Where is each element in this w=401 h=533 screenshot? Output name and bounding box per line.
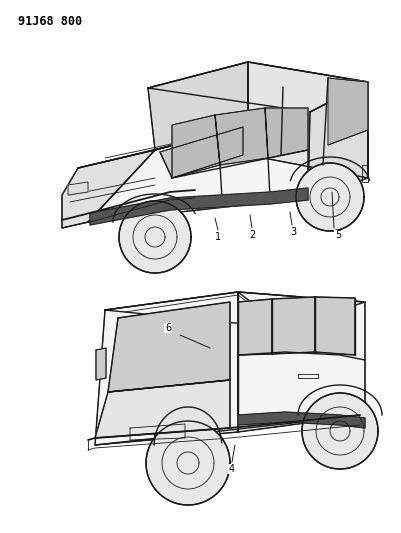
Polygon shape [265, 108, 308, 158]
Polygon shape [108, 302, 230, 392]
Text: 2: 2 [249, 230, 255, 240]
Polygon shape [88, 112, 308, 222]
Polygon shape [272, 297, 315, 354]
Polygon shape [308, 82, 368, 198]
Polygon shape [328, 78, 368, 145]
Polygon shape [238, 299, 272, 355]
Polygon shape [248, 62, 368, 178]
Polygon shape [95, 380, 230, 438]
Text: 6: 6 [165, 323, 171, 333]
Text: 5: 5 [335, 230, 341, 240]
Polygon shape [90, 188, 308, 225]
Text: 3: 3 [290, 227, 296, 237]
Polygon shape [146, 421, 230, 505]
Polygon shape [96, 348, 106, 380]
Polygon shape [148, 62, 248, 150]
Polygon shape [302, 393, 378, 469]
Polygon shape [68, 182, 88, 195]
Text: 4: 4 [229, 464, 235, 474]
Polygon shape [238, 412, 365, 428]
Polygon shape [160, 127, 243, 178]
Polygon shape [215, 108, 268, 165]
Text: 91J68 800: 91J68 800 [18, 15, 82, 28]
Polygon shape [62, 150, 155, 228]
Polygon shape [296, 163, 364, 231]
Polygon shape [238, 292, 365, 432]
Polygon shape [78, 125, 248, 168]
Polygon shape [105, 292, 365, 328]
Polygon shape [315, 297, 355, 355]
Polygon shape [95, 292, 238, 445]
Polygon shape [148, 62, 368, 112]
Polygon shape [172, 115, 220, 178]
Text: 1: 1 [215, 232, 221, 242]
Polygon shape [119, 201, 191, 273]
